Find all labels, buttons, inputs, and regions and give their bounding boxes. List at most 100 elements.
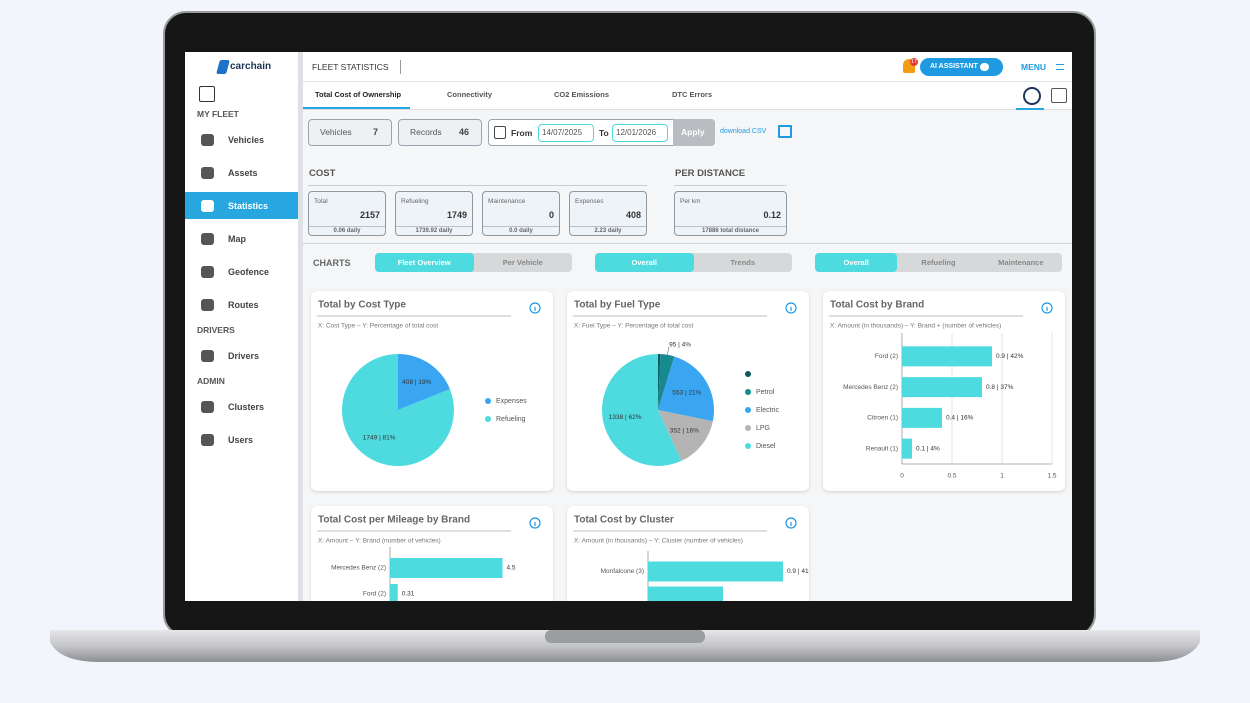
tab[interactable]: Total Cost of Ownership — [315, 90, 402, 99]
y-tick-label: Renault (1) — [866, 445, 898, 452]
section-title: DRIVERS — [197, 325, 235, 335]
download-csv[interactable]: download CSV — [720, 128, 767, 135]
toggle-option[interactable]: Overall — [595, 253, 694, 272]
chart: Total by Fuel Type X: Fuel Type – Y: Perc… — [573, 300, 797, 466]
chart-card: Total Cost by Cluster X: Amount (in thous… — [567, 506, 809, 601]
tab[interactable]: Connectivity — [447, 90, 493, 99]
card-footer: 1739.92 daily — [415, 228, 453, 234]
card-footer: 0.06 daily — [333, 228, 361, 234]
laptop-base — [50, 630, 1200, 662]
card-separator — [309, 226, 385, 227]
badge: 17 — [910, 58, 919, 66]
pie-slice — [658, 356, 714, 422]
toggle-option[interactable]: Maintenance — [980, 253, 1062, 272]
menu-icon — [1056, 64, 1064, 70]
chart-card: Total by Fuel Type X: Fuel Type – Y: Perc… — [567, 291, 809, 491]
info-icon — [785, 517, 797, 529]
nav-icon — [201, 167, 214, 179]
toggle-label: Trends — [730, 258, 756, 267]
table-view-toggle[interactable] — [1051, 88, 1067, 103]
chart-card: Total Cost per Mileage by Brand X: Amount… — [311, 506, 553, 601]
summary-underline — [674, 185, 787, 186]
nav-item[interactable]: Clusters — [228, 402, 265, 412]
pie-slice — [658, 410, 713, 461]
toggle-option[interactable]: Overall — [815, 253, 898, 272]
tab-underline — [303, 107, 410, 109]
bar-label: 0.9 | 41% — [787, 568, 809, 575]
nav-icon — [201, 299, 214, 311]
summary-card: Expenses 408 2.23 daily — [569, 191, 647, 236]
toggle-option[interactable]: Fleet Overview — [375, 253, 474, 272]
summary-card: Total 2157 0.06 daily — [308, 191, 386, 236]
chart-subtitle: X: Fuel Type – Y: Percentage of total co… — [574, 323, 694, 330]
chart-view-toggle[interactable] — [1023, 87, 1041, 105]
card-value: 0 — [548, 210, 554, 220]
toggle-option[interactable]: Refueling — [897, 253, 979, 272]
nav-item[interactable]: Vehicles — [228, 135, 265, 145]
calendar-icon — [494, 126, 506, 139]
nav-item[interactable]: Routes — [228, 300, 259, 310]
chart: Total Cost by Brand X: Amount (in thousan… — [829, 300, 1057, 480]
toggle-label: Maintenance — [998, 258, 1044, 267]
apply-button[interactable]: Apply — [673, 119, 715, 146]
legend-label: Electric — [756, 407, 779, 414]
chart: Total by Cost Type X: Cost Type – Y: Perc… — [317, 300, 541, 466]
from-label: From — [511, 128, 533, 138]
tab-bar — [303, 82, 1072, 110]
legend-swatch — [745, 425, 751, 431]
pie-slice — [398, 354, 450, 410]
ai-assistant-button[interactable]: AI ASSISTANT — [920, 58, 1003, 76]
card-footer: 17886 total distance — [701, 228, 760, 234]
card-label: Total — [314, 198, 328, 205]
y-tick-label: Mercedes Benz (2) — [331, 565, 386, 572]
summary-card: Maintenance 0 0.0 daily — [482, 191, 560, 236]
slice-label: 1338 | 62% — [609, 414, 642, 421]
toolbar-label: CHARTS — [313, 258, 351, 268]
from-input[interactable]: 14/07/2025 — [538, 124, 594, 142]
nav-icon — [201, 233, 214, 245]
card-separator — [396, 226, 472, 227]
chart-title: Total by Cost Type — [318, 300, 406, 311]
bar — [902, 407, 942, 428]
toggle-option[interactable]: Per Vehicle — [474, 253, 573, 272]
sidebar: carchain MY FLEET Vehicles Assets Statistics… — [185, 52, 298, 601]
nav-item[interactable]: Assets — [228, 168, 258, 178]
card-label: Refueling — [401, 198, 429, 205]
summary-card: Refueling 1749 1739.92 daily — [395, 191, 473, 236]
card-footer: 2.23 daily — [594, 228, 622, 234]
x-tick-label: 1 — [1000, 473, 1004, 480]
nav-item[interactable]: Map — [228, 234, 246, 244]
info-icon — [529, 517, 541, 529]
tab[interactable]: DTC Errors — [672, 90, 713, 99]
toggle-option[interactable]: Trends — [694, 253, 793, 272]
nav-item[interactable]: Statistics — [228, 201, 269, 211]
card-label: Expenses — [575, 198, 604, 205]
bar-label: 4.5 — [507, 565, 516, 572]
chart-subtitle: X: Amount (in thousands) – Y: Cluster (n… — [574, 538, 743, 545]
legend-label: Petrol — [756, 389, 775, 396]
tab[interactable]: CO2 Emissions — [554, 90, 610, 99]
header-sep — [400, 60, 401, 74]
bar — [390, 558, 503, 578]
slice-label: 352 | 16% — [670, 428, 699, 435]
nav-item[interactable]: Drivers — [228, 351, 260, 361]
legend-label: Refueling — [496, 416, 526, 423]
menu-button[interactable]: MENU — [1021, 62, 1047, 72]
chart-title: Total Cost by Cluster — [574, 515, 674, 526]
to-input[interactable]: 12/01/2026 — [612, 124, 668, 142]
notch — [545, 630, 705, 643]
collapse-button[interactable] — [199, 86, 215, 102]
sidebar-divider — [298, 52, 303, 601]
nav-item[interactable]: Geofence — [228, 267, 270, 277]
nav-item[interactable]: Users — [228, 435, 254, 445]
y-tick-label: Ford (2) — [363, 591, 386, 598]
legend-label: Diesel — [756, 443, 776, 450]
card-value: 2157 — [359, 210, 380, 220]
bar — [648, 586, 723, 601]
toggle-label: Refueling — [921, 258, 956, 267]
summary-title: PER DISTANCE — [675, 168, 746, 179]
main: FLEET STATISTICS 17 AI ASSISTANT MENU Total … — [303, 52, 1072, 601]
chart-subtitle: X: Cost Type – Y: Percentage of total co… — [318, 323, 438, 330]
chart-view-underline — [1016, 108, 1044, 110]
bar — [390, 584, 398, 601]
